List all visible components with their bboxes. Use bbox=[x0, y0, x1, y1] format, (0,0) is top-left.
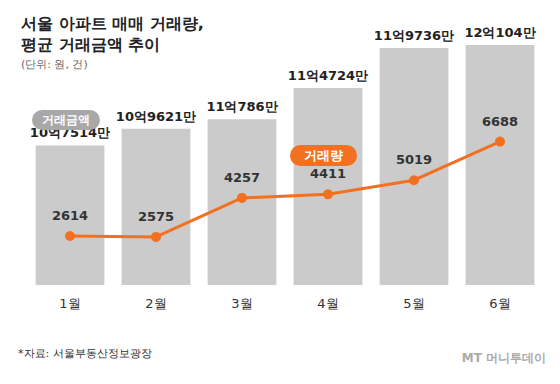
svg-text:1월: 1월 bbox=[59, 296, 80, 311]
svg-text:10억7514만: 10억7514만 bbox=[29, 125, 111, 141]
svg-text:2575: 2575 bbox=[138, 209, 174, 224]
svg-text:10억9621만: 10억9621만 bbox=[116, 109, 196, 124]
svg-text:4257: 4257 bbox=[224, 170, 260, 185]
svg-text:2614: 2614 bbox=[52, 208, 88, 223]
svg-text:6688: 6688 bbox=[482, 114, 518, 129]
svg-text:*자료: 서울부동산정보광장: *자료: 서울부동산정보광장 bbox=[18, 347, 152, 360]
svg-text:평균 거래금액 추이: 평균 거래금액 추이 bbox=[21, 35, 160, 54]
svg-text:서울 아파트 매매 거래량,: 서울 아파트 매매 거래량, bbox=[21, 14, 204, 33]
svg-text:(단위: 원, 건): (단위: 원, 건) bbox=[21, 58, 88, 71]
svg-text:4411: 4411 bbox=[310, 166, 346, 181]
svg-text:11억786만: 11억786만 bbox=[206, 99, 277, 114]
svg-text:11억9736만: 11억9736만 bbox=[374, 28, 454, 43]
svg-text:MT 머니투데이: MT 머니투데이 bbox=[462, 351, 546, 365]
svg-text:6월: 6월 bbox=[489, 296, 510, 311]
svg-text:5월: 5월 bbox=[403, 296, 424, 311]
svg-text:11억4724만: 11억4724만 bbox=[288, 68, 368, 83]
svg-text:2월: 2월 bbox=[145, 296, 166, 311]
svg-text:12억104만: 12억104만 bbox=[464, 25, 535, 40]
svg-text:4월: 4월 bbox=[317, 296, 338, 311]
svg-text:3월: 3월 bbox=[231, 296, 252, 311]
svg-text:거래금액: 거래금액 bbox=[42, 113, 90, 127]
svg-text:5019: 5019 bbox=[396, 152, 432, 167]
svg-text:거래량: 거래량 bbox=[304, 148, 343, 163]
